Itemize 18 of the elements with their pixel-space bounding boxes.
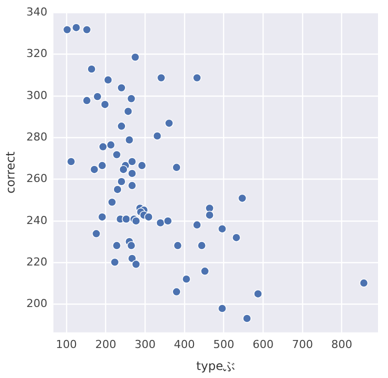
x-tick-label: 600 xyxy=(252,338,274,351)
x-tick-label: 200 xyxy=(95,338,116,351)
y-tick-label: 240 xyxy=(26,214,48,227)
x-tick-label: 700 xyxy=(292,338,313,351)
y-tick-label: 260 xyxy=(26,172,48,186)
x-tick-label: 300 xyxy=(134,338,156,351)
y-tick-label: 220 xyxy=(26,255,48,268)
x-tick-label: 400 xyxy=(174,338,195,351)
y-tick-label: 340 xyxy=(26,5,48,18)
x-tick-label: 800 xyxy=(331,338,352,351)
x-axis-title: typeぶ xyxy=(196,358,236,373)
x-tick-label: 500 xyxy=(213,338,234,351)
y-tick-label: 200 xyxy=(26,297,48,310)
x-tick-label: 100 xyxy=(56,338,77,351)
y-tick-label: 280 xyxy=(26,130,48,144)
y-tick-label: 300 xyxy=(26,88,48,102)
y-axis-title: correct xyxy=(3,151,18,194)
y-tick-label: 320 xyxy=(26,47,48,60)
